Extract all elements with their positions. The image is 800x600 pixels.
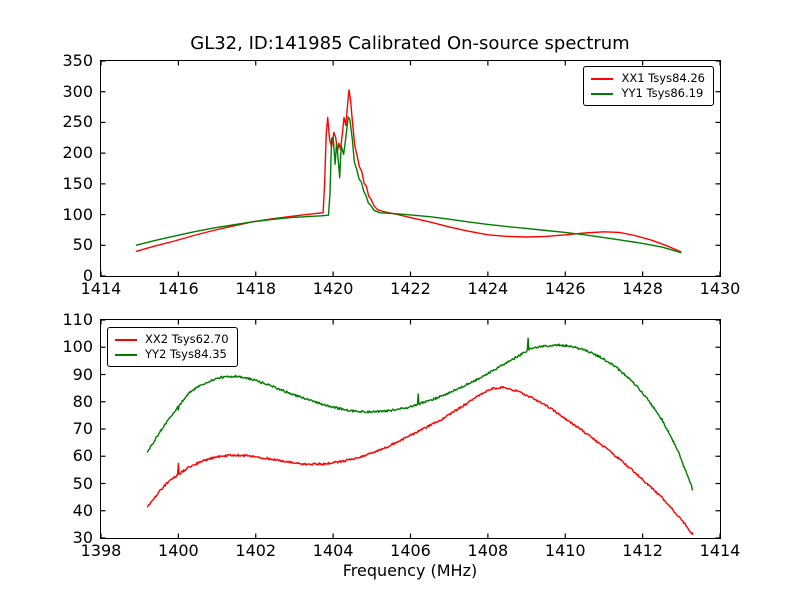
y-tick-label: 50 [72, 235, 93, 255]
y-tick-label: 110 [62, 310, 93, 329]
y-tick-label: 80 [72, 391, 93, 411]
x-tick-label: 1398 [80, 541, 122, 560]
y-tick-label: 100 [62, 204, 93, 224]
x-tick-label: 1414 [80, 279, 122, 298]
bottom-x-axis-label: Frequency (MHz) [342, 561, 478, 580]
legend-label: YY2 Tsys84.35 [145, 347, 227, 361]
x-tick-label: 1424 [467, 279, 509, 298]
bottom-subplot: 1398 1400 1402 1404 1406 1408 1410 1412 1414 30 40… [62, 311, 740, 560]
legend: XX2 Tsys62.70 YY2 Tsys84.35 [107, 327, 238, 367]
x-tick-label: 1420 [312, 279, 354, 298]
legend-entry: YY2 Tsys84.35 [115, 347, 229, 362]
legend: XX1 Tsys84.26 YY1 Tsys86.19 [583, 66, 714, 106]
y-tick-label: 70 [72, 419, 93, 438]
x-tick-label: 1418 [235, 279, 277, 298]
legend-line-swatch [115, 338, 137, 341]
x-tick-label: 1416 [158, 279, 199, 298]
y-tick-label: 90 [72, 364, 93, 384]
y-tick-label: 250 [62, 112, 93, 132]
legend-entry: YY1 Tsys86.19 [591, 86, 705, 101]
legend-label: XX2 Tsys62.70 [145, 332, 229, 346]
x-tick-label: 1410 [544, 541, 586, 560]
legend-label: YY1 Tsys86.19 [621, 86, 704, 100]
x-tick-label: 1426 [544, 279, 586, 298]
series-xx1-line [135, 89, 682, 253]
x-tick-label: 1412 [622, 541, 663, 560]
x-tick-label: 1422 [390, 279, 431, 298]
x-tick-label: 1414 [699, 541, 741, 560]
x-tick-label: 1404 [312, 541, 354, 560]
x-tick-label: 1402 [235, 541, 277, 560]
y-tick-label: 40 [72, 500, 93, 520]
legend-line-swatch [115, 353, 137, 356]
legend-entry: XX2 Tsys62.70 [115, 332, 229, 347]
y-tick-label: 150 [62, 173, 93, 193]
x-tick-label: 1408 [467, 541, 509, 560]
x-tick-label: 1400 [158, 541, 199, 560]
legend-line-swatch [591, 92, 614, 95]
series-xx2-line [146, 385, 694, 535]
y-tick-label: 300 [62, 81, 93, 101]
x-tick-label: 1428 [622, 279, 663, 298]
y-tick-label: 100 [62, 337, 93, 357]
chart-title: GL32, ID:141985 Calibrated On-source spe… [190, 33, 630, 54]
y-tick-label: 60 [72, 446, 93, 466]
x-tick-label: 1430 [699, 279, 741, 298]
y-tick-label: 200 [62, 143, 93, 163]
y-tick-label: 350 [62, 51, 93, 70]
plot-area [100, 60, 721, 277]
plot-area [100, 319, 721, 539]
top-subplot: 1414 1416 1418 1420 1422 1424 1426 1428 1430 0 50 1… [62, 52, 740, 298]
legend-entry: XX1 Tsys84.26 [591, 71, 705, 86]
y-tick-label: 0 [82, 266, 93, 285]
legend-line-swatch [591, 77, 614, 80]
legend-label: XX1 Tsys84.26 [621, 71, 705, 85]
y-tick-label: 30 [72, 528, 93, 547]
y-tick-label: 50 [72, 473, 93, 493]
x-tick-label: 1406 [390, 541, 431, 560]
series-yy1-line [135, 116, 682, 254]
series-yy2-line [146, 337, 694, 491]
